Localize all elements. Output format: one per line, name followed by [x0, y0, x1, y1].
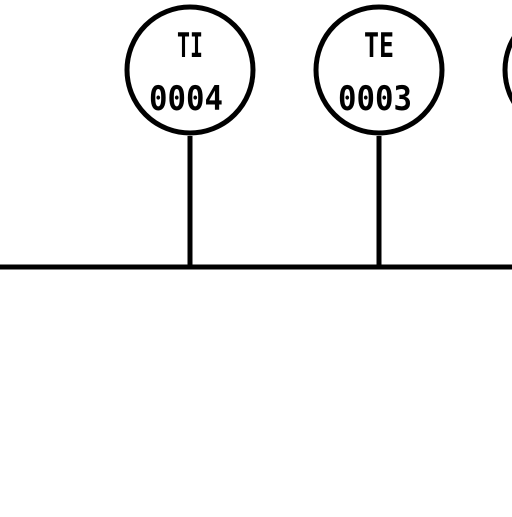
instrument-circle-partial	[502, 36, 512, 104]
instrument-number: 0004	[149, 79, 223, 119]
instrument-tag: TI	[177, 26, 203, 66]
instrument-number: 0003	[338, 79, 412, 119]
instrument-tag: TE	[364, 26, 394, 66]
instrument-circle	[313, 4, 445, 136]
instrument-circle	[124, 4, 256, 136]
instrument-bubble-te-0003[interactable]: TE 0003	[313, 4, 445, 267]
instrument-bubble-ti-0004[interactable]: TI 0004	[124, 4, 256, 267]
